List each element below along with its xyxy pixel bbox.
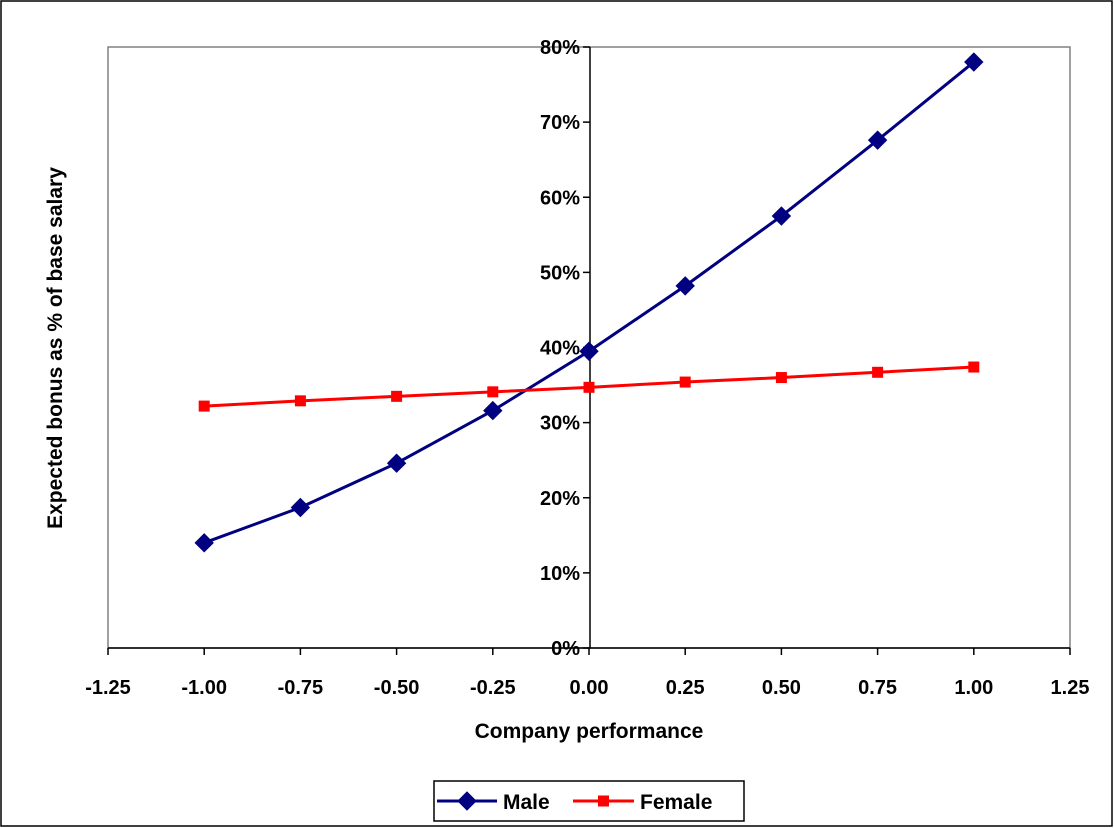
y-tick-label: 70% xyxy=(540,112,580,134)
x-tick-label: 0.00 xyxy=(570,677,609,699)
data-point-female xyxy=(775,372,787,384)
legend-marker-male xyxy=(457,791,477,811)
data-point-male xyxy=(867,130,888,150)
y-tick-label: 0% xyxy=(551,638,580,660)
data-point-female xyxy=(679,376,691,388)
y-tick-label: 80% xyxy=(540,37,580,59)
x-tick-label: 0.75 xyxy=(858,677,897,699)
x-tick-label: -0.75 xyxy=(278,677,324,699)
y-axis-title: Expected bonus as % of base salary xyxy=(44,167,67,529)
data-point-female xyxy=(487,386,499,398)
legend-marker-female xyxy=(598,795,609,807)
data-point-female xyxy=(583,381,595,393)
data-point-male xyxy=(483,400,503,421)
y-tick-label: 30% xyxy=(540,413,580,435)
legend-items: Male Female xyxy=(437,791,712,814)
data-point-female xyxy=(968,361,980,373)
data-point-male xyxy=(194,533,214,553)
data-point-male xyxy=(675,276,695,296)
x-tick-label: 0.25 xyxy=(666,677,705,699)
data-point-male xyxy=(964,52,984,72)
y-axis: 0% 10% 20% 30% 40% 50% 60% 70% 80% xyxy=(540,37,591,660)
y-tick-label: 60% xyxy=(540,187,580,209)
data-point-male xyxy=(579,341,599,361)
x-tick-label: -0.50 xyxy=(374,677,420,699)
x-tick-label: -1.25 xyxy=(85,677,131,699)
data-point-female xyxy=(872,366,884,378)
plot-series xyxy=(194,52,984,553)
x-tick-label: 1.25 xyxy=(1051,677,1090,699)
x-tick-label: 1.00 xyxy=(954,677,993,699)
x-axis: -1.25 -1.00 -0.75 -0.50 -0.25 0.00 0.25 0.50 0.7… xyxy=(85,647,1090,699)
legend-label-female: Female xyxy=(640,791,712,814)
data-point-female xyxy=(391,390,403,402)
data-point-female xyxy=(198,400,210,412)
x-tick-label: -0.25 xyxy=(470,677,516,699)
y-tick-label: 50% xyxy=(540,262,580,284)
y-tick-label: 20% xyxy=(540,488,580,510)
x-tick-label: -1.00 xyxy=(181,677,227,699)
data-point-female xyxy=(294,395,306,407)
x-axis-title: Company performance xyxy=(475,720,704,743)
data-point-male xyxy=(771,206,792,226)
legend-label-male: Male xyxy=(503,791,550,814)
y-tick-label: 40% xyxy=(540,338,580,360)
legend: Male Female xyxy=(433,780,745,822)
y-tick-label: 10% xyxy=(540,563,580,585)
x-tick-label: 0.50 xyxy=(762,677,801,699)
data-point-male xyxy=(386,453,407,473)
data-point-male xyxy=(290,497,311,518)
